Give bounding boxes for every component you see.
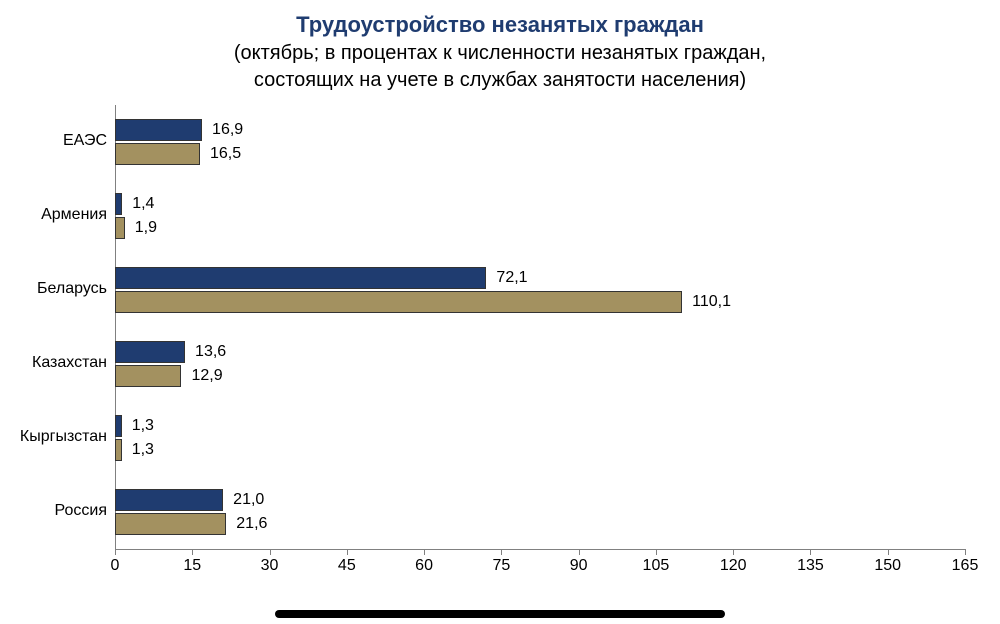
category-label: Казахстан [5, 354, 115, 372]
x-tick [656, 549, 657, 555]
x-tick-label: 75 [492, 557, 510, 575]
bar-series-a [115, 267, 486, 289]
bar-value-label: 1,3 [132, 441, 154, 459]
bar-value-label: 1,9 [135, 219, 157, 237]
x-tick [579, 549, 580, 555]
x-tick-label: 105 [643, 557, 670, 575]
chart-title-sub-line1: (октябрь; в процентах к численности неза… [0, 40, 1000, 67]
bar-value-label: 21,6 [236, 515, 267, 533]
category-label: Россия [5, 502, 115, 520]
category-band: ЕАЭС16,916,5 [115, 105, 965, 179]
x-tick [424, 549, 425, 555]
bar-series-a [115, 415, 122, 437]
bar-value-label: 72,1 [496, 269, 527, 287]
category-band: Армения1,41,9 [115, 179, 965, 253]
x-tick [810, 549, 811, 555]
bar-value-label: 16,5 [210, 145, 241, 163]
bar-value-label: 21,0 [233, 491, 264, 509]
bar-series-a [115, 193, 122, 215]
x-tick [733, 549, 734, 555]
x-tick [192, 549, 193, 555]
x-tick-label: 60 [415, 557, 433, 575]
bar-value-label: 13,6 [195, 343, 226, 361]
x-tick [347, 549, 348, 555]
x-tick [501, 549, 502, 555]
chart-title-block: Трудоустройство незанятых граждан (октяб… [0, 0, 1000, 94]
bar-series-b [115, 291, 682, 313]
category-band: Беларусь72,1110,1 [115, 253, 965, 327]
bar-series-b [115, 439, 122, 461]
x-axis: 0153045607590105120135150165 [115, 549, 965, 550]
x-tick-label: 30 [261, 557, 279, 575]
category-label: ЕАЭС [5, 132, 115, 150]
category-band: Кыргызстан1,31,3 [115, 401, 965, 475]
category-label: Кыргызстан [5, 428, 115, 446]
category-band: Россия21,021,6 [115, 475, 965, 549]
x-tick-label: 0 [111, 557, 120, 575]
bar-series-a [115, 341, 185, 363]
bottom-marker [275, 610, 725, 618]
employment-chart: Трудоустройство незанятых граждан (октяб… [0, 0, 1000, 624]
bar-value-label: 1,3 [132, 417, 154, 435]
bar-value-label: 110,1 [692, 293, 731, 311]
bar-series-b [115, 365, 181, 387]
bar-value-label: 1,4 [132, 195, 154, 213]
x-tick-label: 120 [720, 557, 747, 575]
x-tick [270, 549, 271, 555]
plot-area: 0153045607590105120135150165 ЕАЭС16,916,… [115, 105, 965, 550]
x-tick [965, 549, 966, 555]
x-tick-label: 165 [952, 557, 979, 575]
x-tick [115, 549, 116, 555]
category-label: Армения [5, 206, 115, 224]
x-tick-label: 90 [570, 557, 588, 575]
bar-value-label: 16,9 [212, 121, 243, 139]
bar-series-b [115, 217, 125, 239]
bar-value-label: 12,9 [191, 367, 222, 385]
x-tick-label: 135 [797, 557, 824, 575]
bar-series-a [115, 489, 223, 511]
category-label: Беларусь [5, 280, 115, 298]
x-tick-label: 45 [338, 557, 356, 575]
chart-title-sub-line2: состоящих на учете в службах занятости н… [0, 67, 1000, 94]
x-tick [888, 549, 889, 555]
chart-title-main: Трудоустройство незанятых граждан [0, 10, 1000, 40]
x-tick-label: 150 [874, 557, 901, 575]
bar-series-b [115, 143, 200, 165]
bar-series-a [115, 119, 202, 141]
bar-series-b [115, 513, 226, 535]
category-band: Казахстан13,612,9 [115, 327, 965, 401]
x-tick-label: 15 [183, 557, 201, 575]
